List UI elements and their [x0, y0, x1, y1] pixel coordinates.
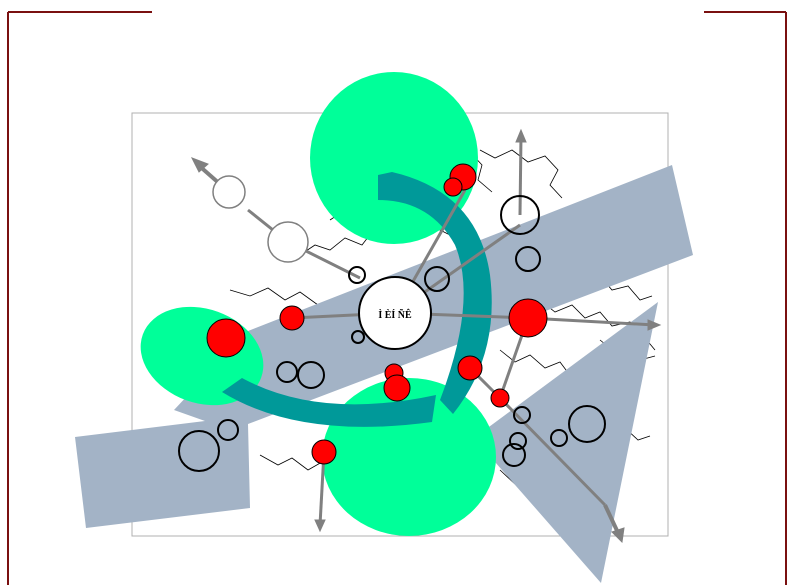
- center-label: Ì ÈÍ ÑÊ: [378, 309, 412, 321]
- center-node: Ì ÈÍ ÑÊ: [358, 276, 432, 350]
- outline-nodes: [212, 175, 309, 263]
- connector-arrows: [190, 128, 662, 544]
- slide-frame: [7, 11, 787, 585]
- outline-nodes-dark: [178, 195, 606, 472]
- red-nodes: [206, 163, 548, 465]
- swoosh-shape: [222, 172, 492, 427]
